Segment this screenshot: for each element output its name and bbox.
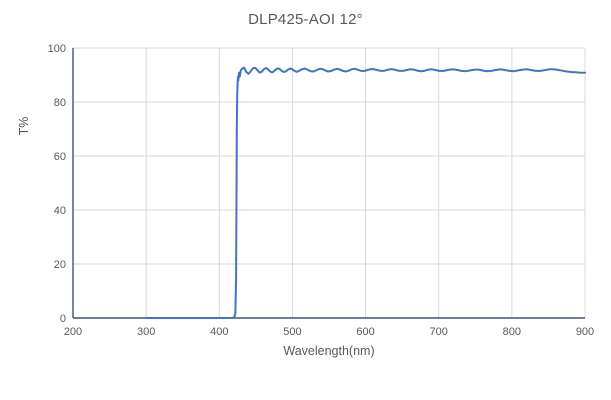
x-tick-label: 700 <box>430 326 448 338</box>
x-tick-label: 400 <box>210 326 228 338</box>
y-axis-title: T% <box>17 116 31 136</box>
y-tick-label: 40 <box>54 205 66 217</box>
x-tick-label: 300 <box>137 326 155 338</box>
y-tick-label: 100 <box>48 43 66 55</box>
x-tick-label: 600 <box>356 326 374 338</box>
x-tick-label: 500 <box>283 326 301 338</box>
x-tick-label: 200 <box>64 326 82 338</box>
x-tick-label: 800 <box>503 326 521 338</box>
chart-title: DLP425-AOI 12° <box>248 11 363 28</box>
y-tick-label: 60 <box>54 151 66 163</box>
y-tick-label: 20 <box>54 259 66 271</box>
transmission-curve <box>145 66 586 319</box>
y-tick-label: 0 <box>60 313 66 325</box>
y-tick-label: 80 <box>54 97 66 109</box>
x-tick-label: 900 <box>576 326 594 338</box>
x-axis-title: Wavelength(nm) <box>283 344 375 358</box>
